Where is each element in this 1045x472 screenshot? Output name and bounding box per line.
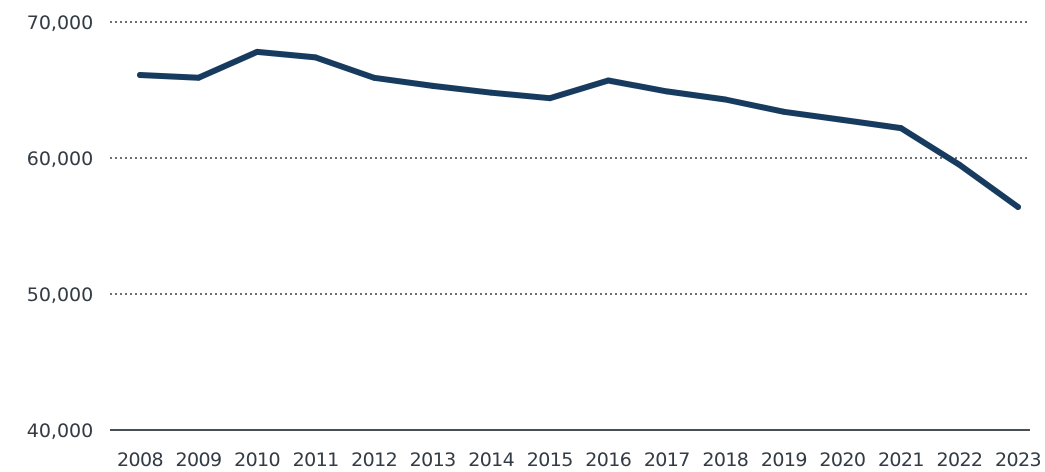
data-point [546, 95, 553, 102]
data-point [956, 161, 963, 168]
x-tick-label: 2009 [176, 449, 222, 468]
y-tick-label: 50,000 [27, 284, 93, 306]
x-tick-label: 2016 [585, 449, 631, 468]
data-point [839, 116, 846, 123]
x-tick-label: 2020 [819, 449, 865, 468]
series-line [137, 48, 1021, 210]
data-point [780, 108, 787, 115]
data-point [371, 74, 378, 81]
data-point [195, 74, 202, 81]
data-point [429, 82, 436, 89]
gridlines [110, 21, 1030, 295]
data-point [137, 72, 143, 79]
x-tick-label: 2008 [117, 449, 163, 468]
x-tick-labels: 2008 2009 2010 2011 2012 2013 2014 2015 2016 2017… [117, 449, 1042, 471]
x-tick-label: 2015 [527, 449, 573, 468]
x-tick-label: 2019 [761, 449, 807, 468]
data-point [488, 89, 495, 96]
y-tick-label: 40,000 [27, 420, 93, 442]
data-point [663, 88, 670, 95]
x-tick-label: 2014 [468, 449, 514, 468]
data-point [254, 48, 261, 55]
x-tick-label: 2012 [351, 449, 397, 468]
x-tick-label: 2017 [644, 449, 690, 468]
data-point [897, 125, 904, 132]
x-tick-label: 2021 [878, 449, 924, 468]
y-tick-label: 60,000 [27, 148, 93, 170]
x-tick-label: 2018 [702, 449, 748, 468]
series-layer [137, 48, 1021, 210]
x-tick-label: 2023 [995, 449, 1041, 468]
y-tick-label: 70,000 [27, 12, 93, 34]
data-point [605, 77, 612, 84]
x-tick-label: 2022 [936, 449, 982, 468]
y-tick-labels: 40,000 50,000 60,000 70,000 [27, 12, 93, 442]
data-point [312, 54, 319, 61]
x-tick-label: 2010 [234, 449, 280, 468]
x-tick-label: 2011 [293, 449, 339, 468]
data-point [722, 96, 729, 103]
data-point [1015, 203, 1021, 210]
x-tick-label: 2013 [410, 449, 456, 468]
